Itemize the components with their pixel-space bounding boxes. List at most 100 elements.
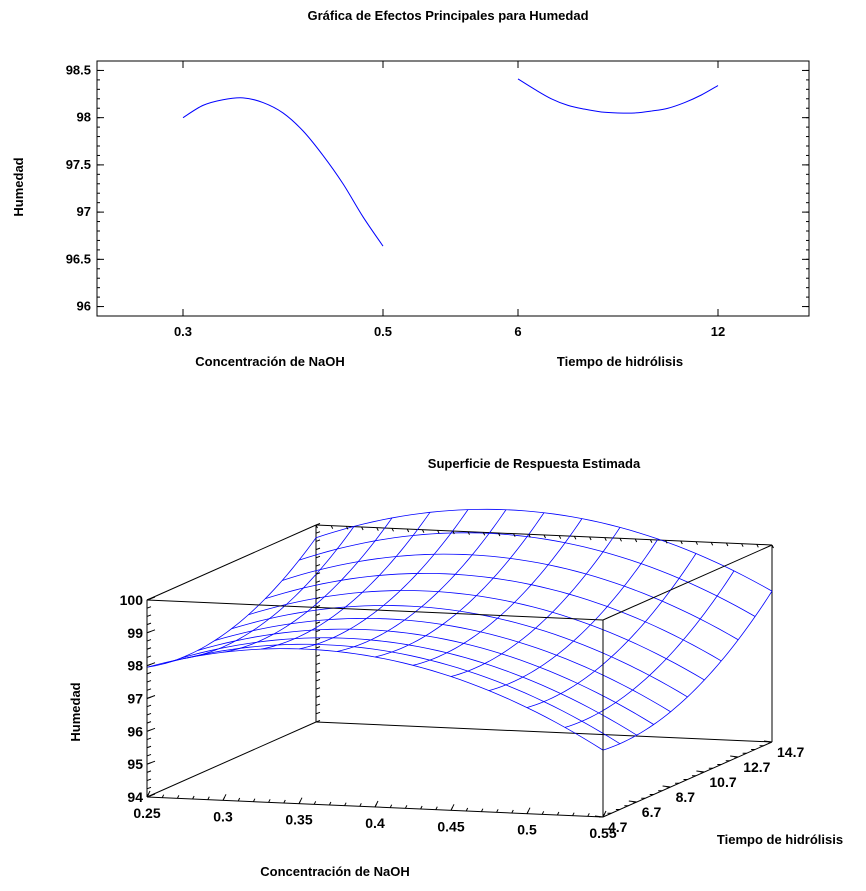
x3-tick-label: 0.55	[589, 825, 616, 841]
z-minor-tick	[146, 614, 152, 617]
box-edge-back-bottom	[315, 721, 773, 743]
x3-minor-tick-top	[619, 538, 622, 542]
y-tick-label: 96.5	[66, 251, 91, 266]
y-tick-label: 98.5	[66, 62, 91, 77]
x3-minor-tick-top	[725, 542, 729, 547]
z-minor-tick-back	[315, 564, 321, 567]
surface-line-y	[336, 509, 507, 652]
z-tick-label: 97	[127, 691, 143, 707]
z-minor-tick-back	[315, 646, 321, 649]
x3-minor-tick	[283, 799, 286, 804]
main-effects-curves	[182, 78, 719, 247]
main-effects-title: Gráfica de Efectos Principales para Hume…	[307, 8, 588, 23]
x3-minor-tick-top	[330, 525, 334, 529]
z-tick-label: 96	[127, 723, 143, 739]
x3-minor-tick-top	[604, 537, 607, 541]
x3-minor-tick-top	[771, 544, 774, 549]
y-tick-label: 96	[77, 299, 91, 314]
z-minor-tick	[146, 737, 152, 741]
main-effects-plot-area	[96, 60, 810, 317]
x3-minor-tick	[602, 813, 605, 818]
x3-minor-tick	[420, 805, 423, 810]
surface-line-y	[184, 526, 355, 659]
x3-minor-tick	[450, 807, 453, 811]
surface-line-x	[197, 628, 654, 725]
x3-minor-tick-top	[437, 530, 440, 534]
y-tick-label: 97	[77, 204, 91, 219]
x3-minor-tick-top	[482, 532, 486, 536]
x3-minor-tick-top	[376, 527, 379, 531]
x3-minor-tick	[389, 804, 393, 808]
surface-y-axis: 4.7 6.7 8.7 10.7 12.7 14.7	[594, 740, 804, 835]
x3-minor-tick-top	[345, 526, 349, 530]
x3-minor-tick	[480, 808, 484, 812]
x3-minor-tick	[252, 798, 256, 802]
y3-tick-label: 6.7	[642, 804, 662, 820]
z-minor-tick	[146, 630, 152, 634]
main-effect-curve-concentracion	[182, 97, 384, 247]
z-minor-tick	[146, 598, 152, 601]
x3-tick-label: 0.3	[213, 808, 233, 824]
x3-minor-tick	[541, 811, 545, 815]
x3-minor-tick	[298, 800, 301, 804]
z-minor-tick	[146, 639, 152, 642]
main-effect-curve-tiempo	[517, 78, 719, 114]
x-tick-label: 6	[514, 324, 521, 339]
x3-minor-tick	[511, 809, 514, 814]
factor-label-tiempo: Tiempo de hidrólisis	[557, 354, 683, 369]
x3-minor-tick-top	[558, 535, 562, 539]
x3-minor-tick	[587, 813, 590, 817]
z-tick-label: 95	[127, 756, 143, 772]
main-effects-y-label: Humedad	[11, 157, 26, 216]
box-edge-front-top	[146, 599, 604, 621]
z-minor-tick-back	[315, 547, 321, 551]
x3-minor-tick	[374, 803, 377, 808]
x3-minor-tick	[344, 802, 347, 806]
x-tick-label: 0.3	[174, 324, 192, 339]
x3-minor-tick-top	[589, 536, 592, 541]
x3-minor-tick	[237, 797, 241, 802]
z-minor-tick	[146, 786, 152, 790]
surface-line-y	[602, 590, 773, 751]
surface-y-label: Tiempo de hidrólisis	[717, 832, 843, 847]
z-minor-tick-back	[315, 523, 321, 526]
x3-minor-tick-top	[528, 534, 531, 538]
surface-line-x	[146, 648, 604, 751]
z-minor-tick	[146, 696, 152, 699]
x3-minor-tick	[207, 796, 210, 800]
surface-line-y	[526, 553, 697, 708]
z-tick-label: 98	[127, 658, 143, 674]
surface-title: Superficie de Respuesta Estimada	[428, 456, 641, 471]
z-minor-tick-back	[315, 678, 321, 682]
z-minor-tick	[146, 671, 152, 675]
x3-minor-tick-top	[467, 531, 470, 535]
x3-minor-tick-top	[665, 540, 668, 544]
surface-line-y	[222, 517, 393, 653]
surface-line-y	[260, 512, 431, 650]
surface-line-y	[374, 512, 545, 658]
z-minor-tick-back	[315, 613, 321, 616]
x3-minor-tick	[146, 793, 149, 798]
x3-minor-tick	[496, 809, 499, 813]
x3-tick-label: 0.25	[133, 805, 160, 821]
x3-minor-tick-top	[634, 538, 638, 543]
z-minor-tick	[146, 762, 152, 765]
surface-line-y	[450, 527, 621, 677]
x3-minor-tick	[465, 807, 469, 812]
x3-minor-tick-top	[421, 529, 425, 533]
z-minor-tick	[146, 680, 152, 683]
surface-line-y	[412, 518, 583, 666]
z-minor-tick	[146, 745, 152, 749]
z-minor-tick-back	[315, 720, 321, 723]
surface-line-y	[488, 538, 659, 692]
x3-tick-label: 0.45	[437, 818, 464, 834]
main-effects-chart: Gráfica de Efectos Principales para Hume…	[11, 8, 810, 369]
z-minor-tick	[146, 729, 152, 732]
z-minor-tick	[146, 663, 152, 667]
x3-minor-tick-top	[361, 526, 364, 531]
x3-tick-label: 0.5	[517, 822, 537, 838]
surface-z-label: Humedad	[68, 682, 83, 741]
z-minor-tick	[146, 647, 152, 650]
y3-tick-label: 10.7	[709, 774, 736, 790]
